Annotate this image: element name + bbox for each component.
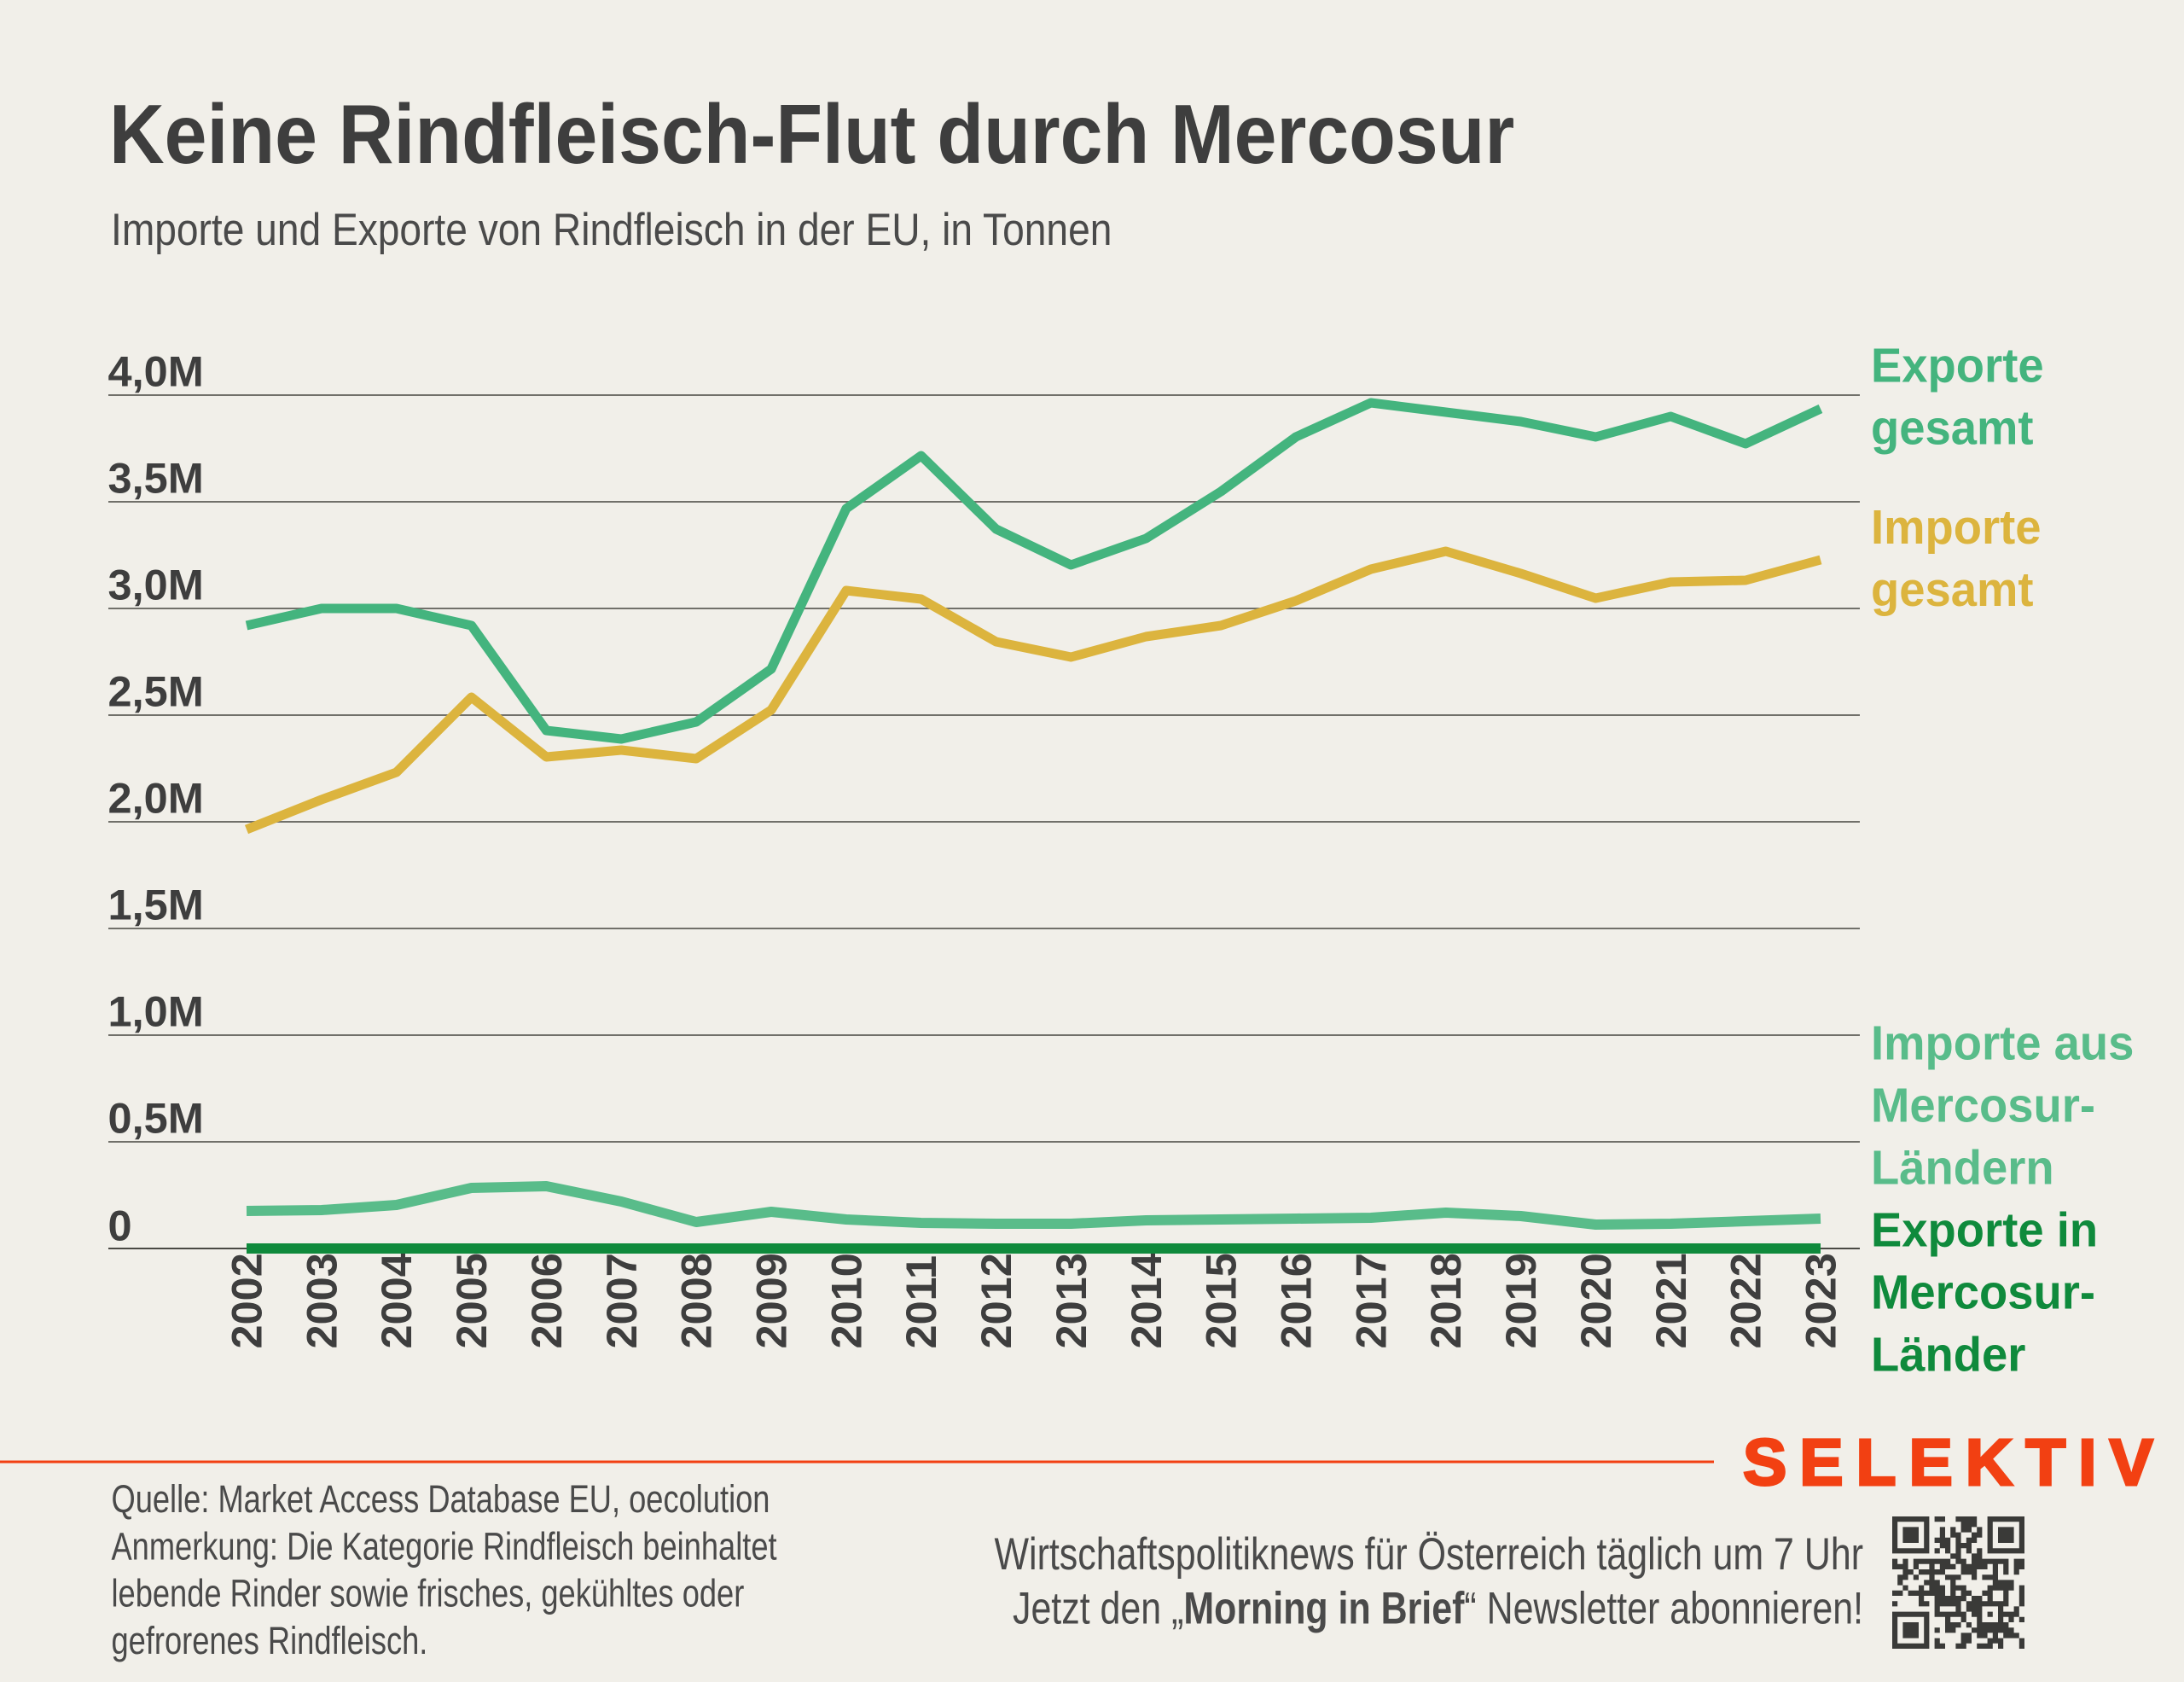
- svg-text:Quelle: Market Access Database: Quelle: Market Access Database EU, oecol…: [112, 1477, 770, 1521]
- svg-text:Keine Rindfleisch-Flut durch M: Keine Rindfleisch-Flut durch Mercosur: [109, 87, 1514, 181]
- svg-text:2008: 2008: [672, 1253, 721, 1348]
- svg-text:Ländern: Ländern: [1871, 1141, 2054, 1195]
- svg-text:2020: 2020: [1571, 1253, 1620, 1348]
- svg-text:gesamt: gesamt: [1871, 401, 2034, 455]
- svg-text:Jetzt den „Morning in Brief“ N: Jetzt den „Morning in Brief“ Newsletter …: [1013, 1583, 1863, 1633]
- svg-text:Importe und Exporte von Rindfl: Importe und Exporte von Rindfleisch in d…: [111, 204, 1112, 255]
- svg-text:SELEKTIV: SELEKTIV: [1743, 1426, 2166, 1499]
- svg-text:2009: 2009: [747, 1253, 796, 1348]
- svg-text:Exporte in: Exporte in: [1871, 1203, 2098, 1257]
- svg-text:2,0M: 2,0M: [108, 774, 204, 823]
- svg-text:3,5M: 3,5M: [108, 454, 204, 503]
- svg-text:Importe aus: Importe aus: [1871, 1016, 2134, 1070]
- svg-text:2002: 2002: [223, 1253, 271, 1348]
- svg-text:2018: 2018: [1421, 1253, 1470, 1348]
- svg-text:Mercosur-: Mercosur-: [1871, 1079, 2095, 1132]
- svg-text:0,5M: 0,5M: [108, 1094, 204, 1143]
- svg-text:1,5M: 1,5M: [108, 881, 204, 929]
- svg-text:gesamt: gesamt: [1871, 562, 2034, 616]
- svg-text:2022: 2022: [1722, 1253, 1770, 1348]
- svg-text:Mercosur-: Mercosur-: [1871, 1266, 2095, 1319]
- svg-text:4,0M: 4,0M: [108, 347, 204, 396]
- svg-text:1,0M: 1,0M: [108, 987, 204, 1036]
- svg-text:Anmerkung: Die Kategorie Rindf: Anmerkung: Die Kategorie Rindfleisch bei…: [112, 1525, 778, 1569]
- svg-text:0: 0: [108, 1202, 132, 1250]
- svg-text:2011: 2011: [897, 1255, 945, 1349]
- svg-text:2010: 2010: [822, 1253, 870, 1348]
- svg-text:2006: 2006: [522, 1253, 571, 1348]
- svg-text:lebende Rinder sowie frisches,: lebende Rinder sowie frisches, gekühltes…: [112, 1572, 745, 1615]
- svg-text:2017: 2017: [1346, 1253, 1395, 1348]
- svg-text:Wirtschaftspolitiknews für Öst: Wirtschaftspolitiknews für Österreich tä…: [995, 1529, 1863, 1580]
- svg-text:Importe: Importe: [1871, 500, 2042, 554]
- svg-text:2012: 2012: [972, 1253, 1020, 1348]
- svg-text:3,0M: 3,0M: [108, 561, 204, 609]
- svg-text:2003: 2003: [297, 1253, 346, 1348]
- svg-text:2015: 2015: [1197, 1253, 1246, 1348]
- svg-text:gefrorenes Rindfleisch.: gefrorenes Rindfleisch.: [112, 1619, 428, 1662]
- svg-text:2007: 2007: [597, 1253, 646, 1348]
- svg-text:2005: 2005: [447, 1253, 496, 1348]
- svg-text:Exporte: Exporte: [1871, 339, 2044, 393]
- svg-text:2021: 2021: [1647, 1253, 1695, 1348]
- svg-text:2004: 2004: [372, 1253, 421, 1348]
- svg-text:2023: 2023: [1797, 1253, 1845, 1348]
- svg-text:2,5M: 2,5M: [108, 667, 204, 716]
- svg-text:2013: 2013: [1047, 1253, 1095, 1348]
- svg-text:Länder: Länder: [1871, 1328, 2025, 1382]
- svg-text:2019: 2019: [1496, 1253, 1545, 1348]
- svg-text:2016: 2016: [1272, 1253, 1321, 1348]
- svg-text:2014: 2014: [1122, 1253, 1170, 1348]
